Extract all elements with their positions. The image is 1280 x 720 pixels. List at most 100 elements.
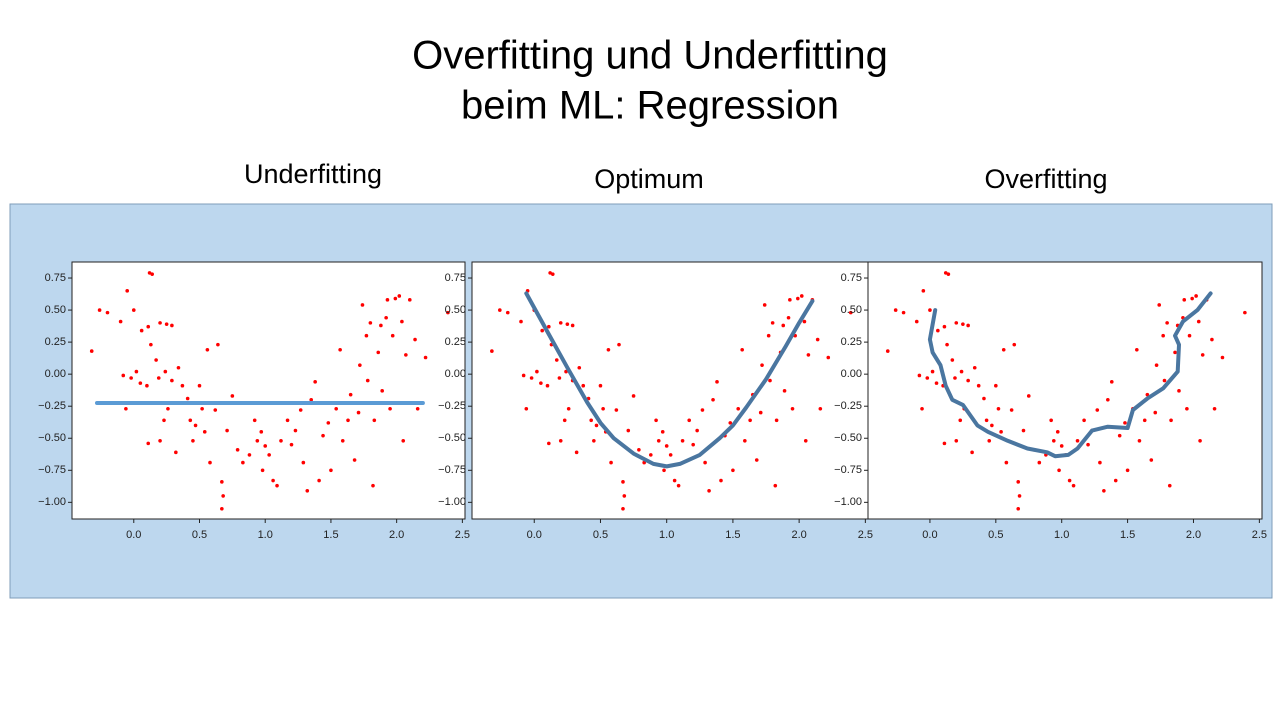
data-point [174, 450, 178, 455]
y-tick-label: 0.75 [45, 272, 66, 284]
data-point [748, 418, 752, 423]
data-point [1142, 418, 1147, 423]
data-point [145, 383, 149, 388]
data-point [687, 418, 692, 423]
data-point [946, 272, 951, 276]
data-point [826, 355, 831, 360]
y-tick-label: −0.75 [834, 464, 862, 476]
data-point [736, 406, 741, 411]
data-point [942, 441, 947, 446]
data-point [166, 406, 170, 411]
data-point [400, 319, 404, 324]
data-point [1154, 363, 1159, 367]
fit-line [927, 291, 1213, 459]
data-point [188, 418, 193, 423]
chart-title: Overfitting [984, 164, 1107, 194]
data-point [170, 378, 174, 383]
data-point [200, 406, 204, 411]
data-point [700, 408, 705, 412]
data-point [970, 450, 974, 455]
data-point [621, 506, 625, 511]
y-tick-label: 0.75 [841, 272, 862, 284]
data-point [271, 478, 275, 483]
data-point [346, 418, 350, 423]
data-point [790, 406, 795, 411]
data-point [134, 369, 139, 374]
data-point [235, 447, 240, 452]
data-point [397, 294, 402, 298]
data-point [1059, 444, 1064, 448]
data-point [557, 376, 562, 380]
data-point [372, 418, 377, 423]
data-point [519, 319, 523, 324]
data-point [662, 468, 666, 473]
data-point [529, 376, 534, 380]
data-point [676, 483, 681, 488]
data-point [521, 373, 526, 378]
data-point [592, 439, 596, 443]
data-point [562, 418, 567, 423]
plot-area [471, 261, 869, 520]
data-point [379, 323, 383, 328]
data-point [936, 328, 940, 333]
data-point [1016, 480, 1021, 484]
data-point [672, 478, 677, 483]
chart-title: Optimum [594, 164, 704, 194]
data-point [1161, 333, 1165, 338]
data-point [368, 321, 373, 325]
data-point [987, 439, 992, 443]
data-point [285, 418, 290, 423]
data-point [758, 410, 763, 415]
data-point [996, 406, 1001, 411]
data-point [815, 337, 820, 342]
x-tick-label: 2.0 [389, 529, 404, 541]
slide-title: Overfitting und Underfitting [412, 34, 888, 78]
data-point [490, 349, 494, 353]
data-point [301, 460, 306, 465]
data-point [149, 342, 153, 347]
data-point [1200, 353, 1205, 357]
data-point [999, 430, 1003, 434]
data-point [216, 342, 220, 347]
data-point [380, 389, 384, 393]
data-point [621, 480, 625, 484]
data-point [818, 406, 823, 411]
y-tick-label: 0.50 [45, 304, 66, 316]
data-point [1057, 468, 1061, 473]
data-point [1220, 355, 1225, 360]
data-point [205, 348, 210, 352]
data-point [958, 418, 963, 423]
y-tick-label: 0.50 [841, 304, 862, 316]
data-point [1157, 303, 1162, 307]
y-tick-label: 0.25 [45, 336, 66, 348]
data-point [498, 308, 502, 312]
data-point [415, 406, 420, 411]
x-tick-label: 2.0 [791, 529, 806, 541]
data-point [423, 355, 428, 360]
data-point [180, 383, 185, 388]
data-point [728, 421, 733, 425]
data-point [259, 430, 264, 434]
data-point [1037, 460, 1042, 465]
fit-line [524, 291, 815, 469]
data-point [352, 458, 357, 462]
data-point [252, 418, 257, 423]
data-point [539, 381, 543, 385]
data-point [338, 348, 342, 352]
data-point [121, 373, 126, 378]
data-point [260, 468, 265, 473]
data-point [547, 324, 551, 329]
data-point [796, 296, 800, 301]
data-point [711, 397, 715, 402]
data-point [1165, 321, 1169, 325]
x-tick-label: 2.5 [455, 529, 470, 541]
data-point [176, 365, 181, 370]
x-tick-label: 1.5 [323, 529, 338, 541]
data-point [275, 483, 279, 488]
data-point [656, 439, 661, 443]
y-tick-label: 0.25 [841, 336, 862, 348]
data-point [984, 418, 989, 423]
data-point [760, 363, 764, 367]
data-point [1026, 394, 1031, 398]
data-point [782, 389, 787, 393]
